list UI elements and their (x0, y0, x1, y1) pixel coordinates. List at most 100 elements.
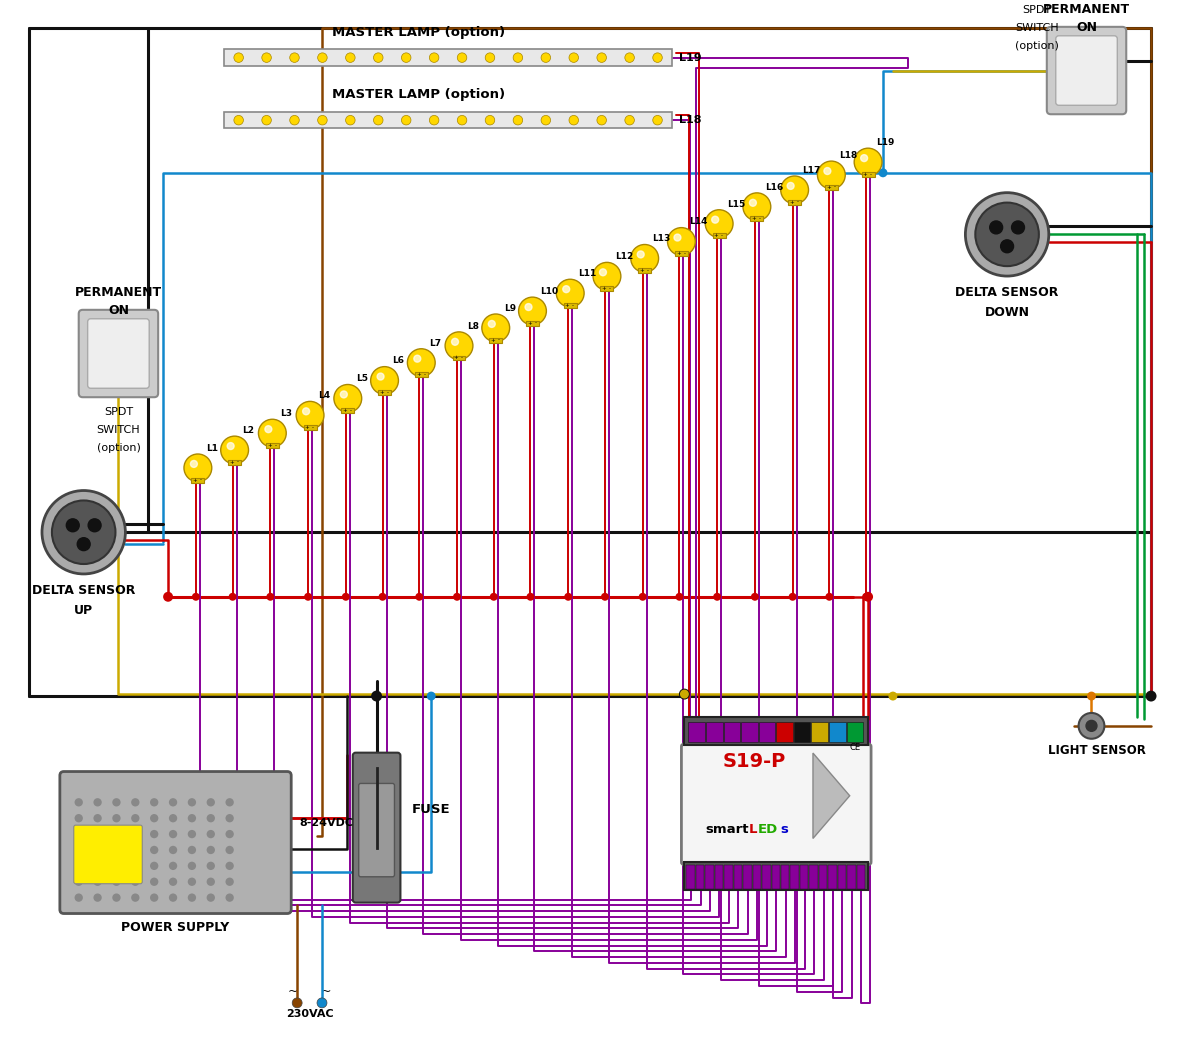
Text: DELTA SENSOR: DELTA SENSOR (955, 286, 1058, 299)
FancyBboxPatch shape (794, 722, 810, 742)
FancyBboxPatch shape (706, 865, 714, 889)
Circle shape (262, 116, 271, 125)
Circle shape (334, 384, 361, 413)
Text: +: + (790, 200, 794, 204)
Circle shape (990, 221, 1003, 233)
FancyBboxPatch shape (192, 477, 204, 482)
Text: +: + (379, 391, 384, 395)
Text: L10: L10 (540, 287, 558, 296)
Circle shape (169, 846, 178, 854)
Text: (option): (option) (1015, 41, 1058, 51)
Text: SWITCH: SWITCH (97, 425, 140, 435)
FancyBboxPatch shape (724, 722, 740, 742)
Circle shape (854, 148, 882, 176)
FancyBboxPatch shape (353, 752, 401, 902)
Text: -: - (647, 268, 649, 273)
Circle shape (150, 798, 158, 807)
Circle shape (371, 367, 398, 395)
Circle shape (192, 593, 200, 601)
Circle shape (131, 814, 139, 822)
FancyBboxPatch shape (862, 172, 875, 177)
Circle shape (74, 829, 83, 838)
Text: (option): (option) (96, 443, 140, 453)
Circle shape (113, 846, 121, 854)
Circle shape (74, 846, 83, 854)
Text: s: s (780, 823, 788, 837)
Text: L2: L2 (242, 426, 254, 435)
FancyBboxPatch shape (847, 865, 856, 889)
Circle shape (518, 297, 546, 325)
Text: L19: L19 (876, 138, 894, 147)
Circle shape (625, 116, 635, 125)
Circle shape (206, 862, 215, 870)
Circle shape (402, 53, 410, 63)
Circle shape (266, 593, 275, 601)
Circle shape (527, 593, 534, 601)
Circle shape (169, 877, 178, 886)
FancyBboxPatch shape (742, 722, 757, 742)
Circle shape (824, 168, 830, 174)
FancyBboxPatch shape (706, 722, 722, 742)
Circle shape (187, 814, 196, 822)
Text: -: - (200, 477, 202, 482)
Text: L: L (749, 823, 757, 837)
Text: ED: ED (757, 823, 778, 837)
Circle shape (445, 331, 473, 359)
Circle shape (226, 798, 234, 807)
Circle shape (976, 202, 1039, 266)
FancyBboxPatch shape (1056, 35, 1117, 105)
Circle shape (637, 251, 644, 258)
Circle shape (187, 877, 196, 886)
Circle shape (427, 692, 436, 700)
Circle shape (569, 53, 578, 63)
Circle shape (378, 593, 386, 601)
Circle shape (66, 519, 79, 531)
FancyBboxPatch shape (762, 865, 770, 889)
Circle shape (743, 193, 770, 221)
FancyBboxPatch shape (88, 319, 149, 389)
Circle shape (226, 846, 234, 854)
FancyBboxPatch shape (359, 784, 395, 876)
FancyBboxPatch shape (776, 722, 793, 742)
Circle shape (596, 53, 606, 63)
Circle shape (679, 689, 690, 699)
FancyBboxPatch shape (846, 722, 863, 742)
Circle shape (788, 593, 797, 601)
FancyBboxPatch shape (696, 865, 704, 889)
Circle shape (289, 116, 299, 125)
Circle shape (292, 998, 302, 1008)
Text: -: - (534, 321, 536, 326)
Circle shape (485, 116, 494, 125)
Circle shape (653, 53, 662, 63)
Circle shape (346, 116, 355, 125)
FancyBboxPatch shape (266, 443, 278, 448)
Text: L6: L6 (392, 356, 404, 366)
FancyBboxPatch shape (1046, 27, 1127, 115)
FancyBboxPatch shape (715, 865, 724, 889)
FancyBboxPatch shape (733, 865, 742, 889)
Text: ~: ~ (320, 985, 331, 998)
Circle shape (74, 814, 83, 822)
Circle shape (485, 53, 494, 63)
Text: L1: L1 (206, 444, 218, 453)
Circle shape (600, 269, 606, 276)
FancyBboxPatch shape (228, 460, 241, 465)
Circle shape (113, 798, 121, 807)
FancyBboxPatch shape (838, 865, 846, 889)
FancyBboxPatch shape (79, 309, 158, 397)
Text: L13: L13 (653, 234, 671, 243)
Circle shape (226, 877, 234, 886)
Text: CE: CE (850, 743, 860, 751)
Text: +: + (601, 286, 606, 291)
FancyBboxPatch shape (824, 184, 838, 190)
Text: -: - (758, 217, 761, 222)
Circle shape (74, 798, 83, 807)
FancyBboxPatch shape (638, 268, 652, 273)
FancyBboxPatch shape (689, 722, 704, 742)
Text: L14: L14 (689, 218, 708, 226)
FancyBboxPatch shape (800, 865, 809, 889)
Circle shape (342, 593, 349, 601)
FancyBboxPatch shape (684, 717, 868, 745)
Circle shape (862, 593, 870, 601)
Circle shape (625, 53, 635, 63)
